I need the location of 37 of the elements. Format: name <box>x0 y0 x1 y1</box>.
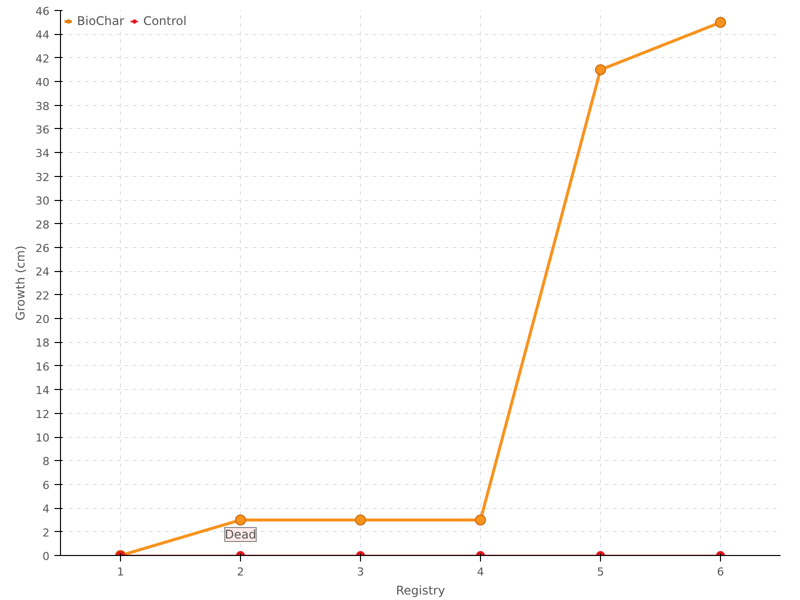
y-tick-label: 2 <box>42 526 50 540</box>
y-tick-label: 8 <box>42 455 50 468</box>
y-tick-label: 22 <box>36 289 50 302</box>
legend-label: BioChar <box>77 14 124 28</box>
y-tick-label: 38 <box>36 100 50 113</box>
y-tick-label: 30 <box>36 194 50 208</box>
x-tick-label: 5 <box>597 566 604 578</box>
annotation: Dead <box>224 528 256 542</box>
y-tick-label: 10 <box>36 432 50 445</box>
y-tick-label: 26 <box>36 242 50 255</box>
y-tick-label: 4 <box>42 502 50 516</box>
y-tick-label: 28 <box>36 218 50 232</box>
y-tick-label: 14 <box>36 384 50 398</box>
x-tick-label: 3 <box>357 566 364 578</box>
y-tick-label: 0 <box>42 550 50 563</box>
y-tick-label: 32 <box>36 170 50 184</box>
y-axis-title: Growth (cm) <box>14 246 28 320</box>
legend-label: Control <box>143 14 187 28</box>
y-tick-label: 18 <box>36 336 50 350</box>
y-tick-label: 42 <box>36 52 50 66</box>
x-tick-label: 6 <box>717 566 724 578</box>
x-axis-title: Registry <box>396 584 446 598</box>
y-tick-label: 12 <box>36 408 50 421</box>
y-tick-label: 6 <box>42 478 50 492</box>
y-tick-label: 16 <box>36 360 50 374</box>
y-tick-label: 24 <box>36 266 50 279</box>
y-tick-label: 34 <box>36 147 50 160</box>
point <box>715 16 726 28</box>
y-tick-label: 36 <box>36 123 50 136</box>
y-tick-label: 46 <box>36 5 50 18</box>
point <box>595 64 606 76</box>
x-tick-label: 1 <box>117 566 124 578</box>
y-tick-label: 44 <box>36 28 50 42</box>
x-tick-label: 4 <box>477 566 484 578</box>
y-tick-label: 40 <box>36 76 50 90</box>
y-tick-label: 20 <box>36 313 50 326</box>
x-tick-label: 2 <box>237 566 244 578</box>
